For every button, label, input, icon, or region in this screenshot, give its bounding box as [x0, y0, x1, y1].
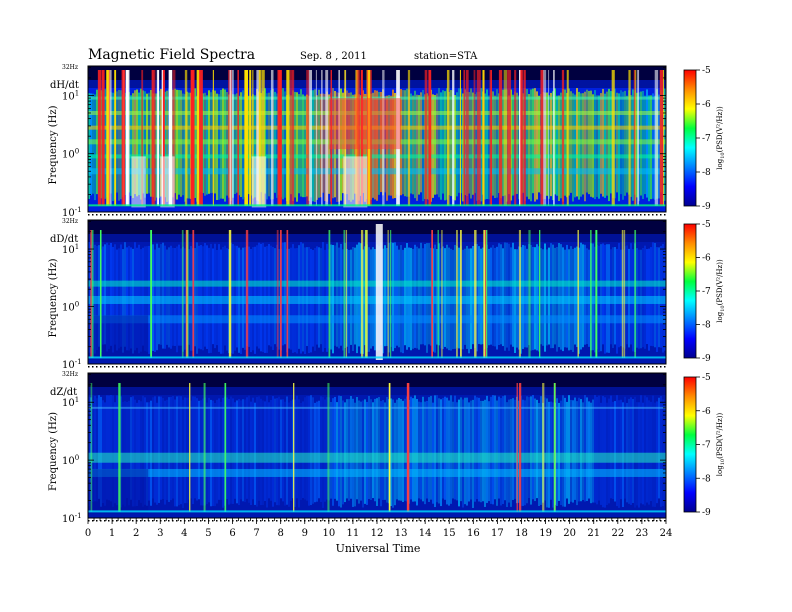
x-tick-label: 17 — [491, 528, 504, 539]
y-tick-label: 100 — [62, 454, 79, 467]
x-axis-label: Universal Time — [336, 542, 421, 555]
component-label: dH/dt — [50, 80, 79, 91]
x-tick-label: 18 — [515, 528, 528, 539]
colorbar-tick-label: -5 — [702, 373, 711, 383]
colorbar-tick-label: -6 — [702, 100, 711, 110]
colorbar-tick-label: -6 — [702, 407, 711, 417]
x-tick-label: 20 — [563, 528, 576, 539]
x-axis: 0 1 2 3 4 5 6 7 8 9 10 11 12 13 14 15 16 17 18 19 20 21 22 23 24 — [85, 518, 673, 539]
y-tick-label: 100 — [62, 301, 79, 314]
colorbar-tick-label: -8 — [702, 474, 711, 484]
x-tick-label: 13 — [395, 528, 408, 539]
colorbar: -5 -6 -7 -8 -9 log10(PSD(V²/Hz)) — [683, 220, 726, 364]
colorbar-label: log10(PSD(V²/Hz)) — [716, 413, 726, 477]
colorbar-tick-label: -8 — [702, 168, 711, 178]
colorbar: -5 -6 -7 -8 -9 log10(PSD(V²/Hz)) — [683, 66, 726, 212]
y-top-label: 32Hz — [62, 218, 78, 225]
x-tick-label: 6 — [229, 528, 235, 539]
colorbar-tick-label: -9 — [702, 508, 711, 518]
component-label: dD/dt — [50, 234, 78, 245]
component-label: dZ/dt — [50, 387, 77, 398]
colorbar: -5 -6 -7 -8 -9 log10(PSD(V²/Hz)) — [683, 373, 726, 518]
x-tick-label: 16 — [467, 528, 480, 539]
x-tick-label: 3 — [157, 528, 163, 539]
x-tick-label: 1 — [109, 528, 115, 539]
x-tick-label: 11 — [347, 528, 360, 539]
colorbar-tick-label: -7 — [702, 441, 711, 451]
y-axis-label: Frequency (Hz) — [48, 412, 59, 491]
x-tick-label: 14 — [419, 528, 432, 539]
x-tick-label: 2 — [133, 528, 139, 539]
colorbar-gradient — [683, 376, 697, 513]
figure-title: Magnetic Field Spectra — [88, 47, 255, 63]
x-tick-label: 15 — [443, 528, 456, 539]
colorbar-gradient — [683, 69, 697, 207]
y-tick-label: 101 — [62, 243, 79, 256]
y-tick-label: 10-1 — [62, 358, 82, 371]
x-tick-label: 10 — [322, 528, 335, 539]
y-axis-label: Frequency (Hz) — [48, 258, 59, 337]
x-tick-label: 9 — [302, 528, 308, 539]
figure-date: Sep. 8 , 2011 — [300, 51, 367, 62]
x-tick-label: 22 — [611, 528, 624, 539]
colorbar-tick-label: -9 — [702, 354, 711, 364]
colorbar-label: log10(PSD(V²/Hz)) — [716, 259, 726, 323]
y-tick-label: 10-1 — [62, 206, 82, 219]
panel-frame — [87, 65, 667, 213]
y-tick-label: 100 — [62, 148, 79, 161]
y-top-label: 32Hz — [62, 371, 78, 378]
x-tick-label: 19 — [539, 528, 552, 539]
figure-station: station=STA — [414, 51, 478, 62]
colorbar-gradient — [683, 223, 697, 359]
panel-frame — [87, 219, 667, 365]
colorbar-label: log10(PSD(V²/Hz)) — [716, 106, 726, 170]
colorbar-tick-label: -6 — [702, 254, 711, 264]
x-tick-label: 23 — [636, 528, 649, 539]
x-tick-label: 7 — [253, 528, 259, 539]
colorbar-tick-label: -5 — [702, 66, 711, 76]
x-tick-label: 4 — [181, 528, 187, 539]
colorbar-tick-label: -7 — [702, 287, 711, 297]
y-tick-label: 101 — [62, 89, 79, 102]
colorbar-tick-label: -9 — [702, 202, 711, 212]
colorbar-tick-label: -8 — [702, 321, 711, 331]
x-tick-label: 21 — [587, 528, 600, 539]
x-tick-label: 12 — [371, 528, 384, 539]
colorbar-tick-label: -5 — [702, 220, 711, 230]
y-top-label: 32Hz — [62, 64, 78, 71]
y-tick-label: 101 — [62, 396, 79, 409]
colorbar-tick-label: -7 — [702, 134, 711, 144]
x-tick-label: 8 — [277, 528, 283, 539]
y-tick-label: 10-1 — [62, 512, 82, 525]
x-tick-label: 24 — [660, 528, 673, 539]
y-axis-label: Frequency (Hz) — [48, 105, 59, 184]
x-tick-label: 0 — [85, 528, 91, 539]
x-tick-label: 5 — [205, 528, 211, 539]
